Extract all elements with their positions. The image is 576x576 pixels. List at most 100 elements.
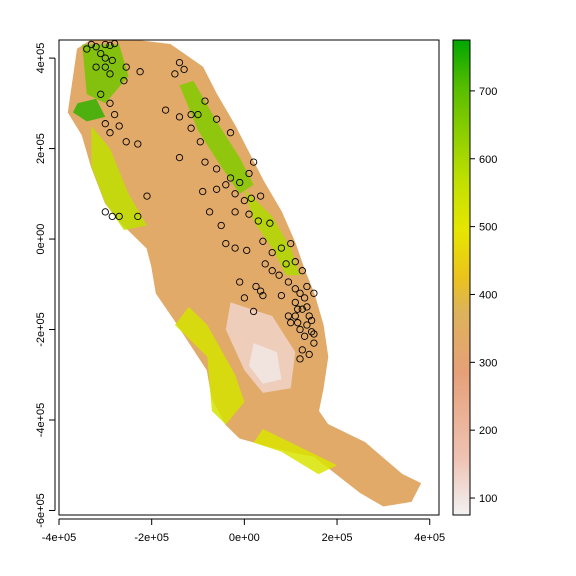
y-tick-label: 0e+00 <box>35 224 47 255</box>
data-point <box>245 169 253 178</box>
data-point <box>268 248 276 257</box>
data-point <box>245 210 253 218</box>
y-tick-label: 4e+05 <box>35 43 47 74</box>
data-point <box>296 355 304 363</box>
elevation-zone <box>249 343 282 384</box>
data-point <box>268 267 276 275</box>
data-point <box>291 285 299 293</box>
data-point <box>236 278 244 286</box>
data-point <box>217 221 225 230</box>
data-point <box>180 65 188 74</box>
legend-tick-label: 500 <box>479 222 497 234</box>
color-legend: 100 200 300 400 500 600 700 <box>452 39 497 516</box>
elevation-zone <box>174 306 245 425</box>
data-point <box>307 316 316 325</box>
data-point <box>199 187 207 196</box>
legend-tick-label: 200 <box>479 425 497 437</box>
data-point <box>134 140 142 148</box>
data-point <box>115 212 123 221</box>
data-point <box>171 70 179 78</box>
data-point <box>108 212 116 221</box>
data-point <box>106 70 114 78</box>
data-point <box>256 192 265 200</box>
data-point <box>92 63 100 71</box>
legend-tick-label: 100 <box>479 493 497 505</box>
data-point <box>291 312 299 320</box>
data-point <box>212 115 221 123</box>
data-point <box>249 307 258 316</box>
data-point <box>231 190 239 198</box>
x-tick-label: -2e+05 <box>134 532 169 544</box>
data-point <box>305 312 313 320</box>
y-tick-label: -2e+05 <box>35 312 47 347</box>
data-point <box>310 330 318 338</box>
data-point <box>287 319 295 327</box>
legend-colorbar <box>452 39 471 516</box>
data-point <box>303 321 311 329</box>
data-point <box>307 328 316 336</box>
y-tick-label: -4e+05 <box>35 403 47 438</box>
data-point <box>87 40 96 49</box>
data-point <box>108 56 116 65</box>
data-point <box>187 110 195 119</box>
data-point <box>277 244 286 252</box>
data-point <box>291 258 299 266</box>
data-point <box>284 278 293 286</box>
x-tick-label: 2e+05 <box>322 532 353 544</box>
data-point <box>101 208 109 216</box>
data-point <box>205 208 214 216</box>
data-point <box>310 339 318 347</box>
data-point <box>97 49 105 58</box>
map-raster <box>67 40 422 507</box>
data-point <box>101 63 109 71</box>
data-point <box>136 68 144 76</box>
data-point <box>175 113 184 121</box>
data-point <box>287 239 295 248</box>
data-point <box>256 287 265 295</box>
data-point <box>106 41 114 50</box>
data-point <box>266 219 274 227</box>
data-point <box>240 196 249 205</box>
data-point <box>303 303 311 311</box>
data-point <box>298 305 306 313</box>
data-point <box>212 185 221 193</box>
data-point <box>303 282 311 291</box>
data-point <box>252 282 260 291</box>
region-base <box>67 40 422 507</box>
data-point <box>236 178 244 187</box>
data-point <box>122 138 130 146</box>
data-point <box>291 298 299 307</box>
data-point <box>310 289 318 297</box>
data-point <box>296 289 304 297</box>
data-point <box>97 90 105 98</box>
x-axis: -4e+05 -2e+05 0e+00 2e+05 4e+05 <box>42 518 445 544</box>
data-point <box>106 129 114 137</box>
elevation-zone <box>179 80 254 194</box>
data-point <box>231 244 239 252</box>
data-point <box>212 165 221 173</box>
data-point <box>101 54 109 62</box>
data-point <box>231 208 239 216</box>
observation-points <box>83 40 318 363</box>
data-point <box>298 267 306 275</box>
data-point <box>243 246 251 255</box>
data-point <box>254 217 262 225</box>
data-point <box>275 271 283 279</box>
data-point <box>300 294 309 302</box>
data-point <box>161 106 170 114</box>
data-point <box>226 129 235 137</box>
y-axis: -6e+05 -4e+05 -2e+05 0e+00 2e+05 4e+05 <box>35 43 56 528</box>
data-point <box>284 312 293 320</box>
x-tick-label: 0e+00 <box>229 532 260 544</box>
data-point <box>187 124 195 132</box>
x-tick-label: 4e+05 <box>414 532 445 544</box>
data-point <box>300 332 309 340</box>
elevation-zone <box>253 429 337 475</box>
elevation-zone <box>244 189 300 276</box>
data-point <box>261 260 269 268</box>
data-point <box>247 194 255 202</box>
data-point <box>294 319 302 327</box>
data-point <box>175 58 184 67</box>
data-point <box>92 43 100 51</box>
